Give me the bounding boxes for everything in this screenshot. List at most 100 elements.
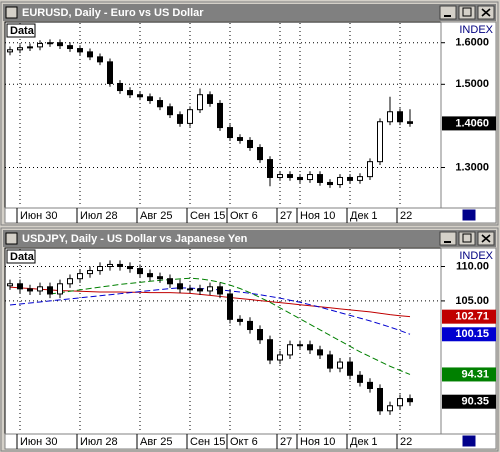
last-value-box xyxy=(442,327,496,342)
candle-body xyxy=(37,43,43,48)
button-glyph xyxy=(462,7,472,17)
candle-body xyxy=(27,46,33,49)
scroll-button[interactable] xyxy=(461,434,477,448)
candle-body xyxy=(377,121,383,163)
candle-body xyxy=(87,270,93,275)
candle-body xyxy=(357,374,363,383)
x-tick-label: Сен 15 xyxy=(190,436,225,448)
window-button[interactable] xyxy=(439,5,457,20)
candle-body xyxy=(407,121,413,124)
candle-body xyxy=(167,278,173,285)
candle-body xyxy=(247,139,253,149)
button-glyph xyxy=(481,234,491,243)
candle-body xyxy=(157,100,163,108)
moving-average xyxy=(49,277,411,375)
candle-body xyxy=(327,354,333,369)
candle-body xyxy=(177,283,183,290)
candle-body xyxy=(237,318,243,322)
candle-body xyxy=(47,42,53,45)
candle-body xyxy=(67,278,73,285)
candle-body xyxy=(57,42,63,47)
time-scale xyxy=(4,207,497,224)
candle-body xyxy=(187,109,193,124)
window-title: EURUSD, Daily - Euro vs US Dollar xyxy=(22,7,204,19)
last-value-box-label: 94.31 xyxy=(461,368,489,380)
x-tick-label: Июл 28 xyxy=(80,210,118,222)
candle-body xyxy=(197,288,203,292)
candle-body xyxy=(397,111,403,123)
index-label: INDEX xyxy=(459,24,493,36)
candle-body xyxy=(107,263,113,268)
last-price-box-label: 1.4060 xyxy=(455,117,489,129)
last-price-box-label: 90.35 xyxy=(461,396,489,408)
candle-body xyxy=(227,293,233,320)
last-price-box xyxy=(442,394,496,409)
candle-body xyxy=(97,56,103,63)
candle-body xyxy=(307,344,313,351)
last-value-box-label: 100.15 xyxy=(455,328,489,340)
data-label-bg xyxy=(6,249,36,264)
candle-body xyxy=(187,288,193,291)
candle-body xyxy=(407,398,413,403)
candle-body xyxy=(147,273,153,278)
candle-body xyxy=(27,288,33,292)
x-tick-label: Авг 25 xyxy=(140,210,172,222)
last-value-box xyxy=(442,309,496,324)
x-tick-label: Июн 30 xyxy=(20,436,58,448)
x-tick-label: Дек 1 xyxy=(350,210,378,222)
x-tick-label: 22 xyxy=(400,210,412,222)
candle-body xyxy=(17,283,23,290)
candle-body xyxy=(7,283,13,287)
candle-body xyxy=(207,94,213,104)
last-price-box xyxy=(442,116,496,131)
candle-body xyxy=(347,361,353,376)
x-tick-label: Окт 6 xyxy=(230,436,258,448)
candle-body xyxy=(337,361,343,369)
candle-body xyxy=(197,94,203,111)
candle-body xyxy=(297,344,303,347)
candle-body xyxy=(347,176,353,181)
candle-body xyxy=(257,329,263,341)
candle-body xyxy=(217,286,223,295)
window-button[interactable] xyxy=(439,231,457,246)
candle-body xyxy=(327,181,333,186)
x-tick-label: Июн 30 xyxy=(20,210,58,222)
data-label: Data xyxy=(10,251,35,263)
candle-body xyxy=(17,47,23,51)
x-tick-label: 22 xyxy=(400,436,412,448)
x-tick-label: Сен 15 xyxy=(190,210,225,222)
candle-body xyxy=(57,283,63,295)
candle-body xyxy=(127,266,133,270)
y-tick-label: 1.5000 xyxy=(455,78,489,90)
candle-body xyxy=(267,159,273,178)
candle-body xyxy=(397,398,403,407)
candle-body xyxy=(77,48,83,53)
candle-body xyxy=(117,82,123,92)
candle-body xyxy=(367,161,373,178)
candle-body xyxy=(227,127,233,139)
candle-body xyxy=(317,174,323,183)
data-label-bg xyxy=(6,23,36,38)
x-tick-label: 27 xyxy=(280,210,292,222)
index-label: INDEX xyxy=(459,250,493,262)
candle-body xyxy=(307,174,313,181)
candle-body xyxy=(87,51,93,58)
y-tick-label: 1.3000 xyxy=(455,161,489,173)
x-tick-label: Июл 28 xyxy=(80,436,118,448)
y-tick-label: 105.00 xyxy=(455,295,489,307)
candle-body xyxy=(387,111,393,123)
y-tick-label: 110.00 xyxy=(456,260,489,272)
candle-body xyxy=(387,405,393,412)
x-tick-label: Дек 1 xyxy=(350,436,378,448)
candle-body xyxy=(287,344,293,356)
moving-average xyxy=(9,286,411,318)
candle-body xyxy=(137,268,143,275)
scroll-button[interactable] xyxy=(461,208,477,222)
window-title: USDJPY, Daily - US Dollar vs Japanese Ye… xyxy=(22,233,248,245)
candle-body xyxy=(127,90,133,96)
candle-body xyxy=(37,286,43,292)
candle-body xyxy=(287,174,293,178)
candle-body xyxy=(47,286,53,295)
